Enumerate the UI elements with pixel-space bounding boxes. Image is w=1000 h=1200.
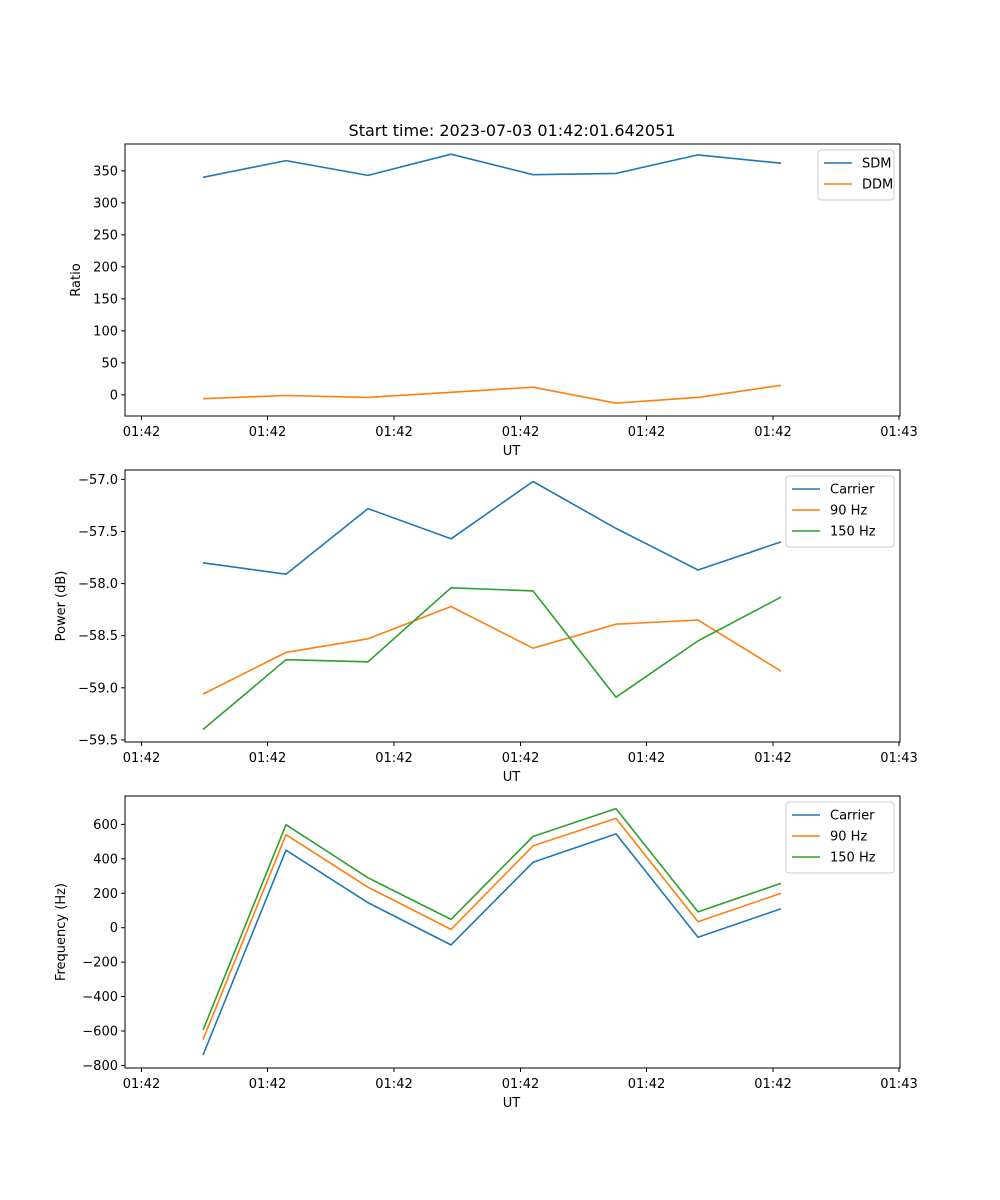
series-line-90-hz <box>202 817 782 1040</box>
y-tick-label: 0 <box>110 921 118 936</box>
y-axis-label: Frequency (Hz) <box>54 883 69 981</box>
legend-label: 90 Hz <box>830 504 867 519</box>
y-tick-label: −800 <box>82 1059 118 1074</box>
series-line-150-hz <box>202 586 782 731</box>
series-line-90-hz <box>202 605 782 695</box>
y-tick-label: 50 <box>101 356 118 371</box>
y-tick-label: −57.0 <box>78 473 118 488</box>
y-tick-label: −59.0 <box>78 681 118 696</box>
y-tick-label: 100 <box>93 324 118 339</box>
y-tick-label: 150 <box>93 292 118 307</box>
series-line-sdm <box>202 153 782 179</box>
y-tick-label: −57.5 <box>78 525 118 540</box>
x-tick-label: 01:42 <box>754 751 791 766</box>
legend-label: Carrier <box>830 809 875 824</box>
subplot-3: 01:42 01:42 01:42 01:42 01:42 01:42 01:43 −800 −… <box>54 795 918 1111</box>
x-tick-label: 01:42 <box>502 751 539 766</box>
series-line-150-hz <box>202 807 782 1031</box>
y-tick-label: 0 <box>110 388 118 403</box>
legend: Carrier 90 Hz 150 Hz <box>785 801 895 874</box>
legend-box <box>785 475 895 548</box>
x-tick-label: 01:42 <box>123 1077 160 1092</box>
axes-frame <box>124 795 901 1069</box>
x-tick-label: 01:42 <box>375 425 412 440</box>
y-axis-label: Power (dB) <box>54 571 69 642</box>
y-tick-label: −600 <box>82 1024 118 1039</box>
y-tick-label: 300 <box>93 196 118 211</box>
legend: SDM DDM <box>817 149 895 201</box>
chart-title: Start time: 2023-07-03 01:42:01.642051 <box>349 121 676 140</box>
y-tick-label: −200 <box>82 956 118 971</box>
x-tick-label: 01:42 <box>502 425 539 440</box>
y-tick-label: 200 <box>93 260 118 275</box>
x-tick-label: 01:42 <box>628 425 665 440</box>
axes-frame <box>124 143 901 417</box>
x-tick-label: 01:42 <box>754 1077 791 1092</box>
x-tick-label: 01:42 <box>375 751 412 766</box>
x-axis-label: UT <box>503 1096 521 1111</box>
x-tick-label: 01:42 <box>123 751 160 766</box>
legend-box <box>785 801 895 874</box>
y-axis-label: Ratio <box>69 263 84 296</box>
series-line-carrier <box>202 833 782 1056</box>
subplot-2: 01:42 01:42 01:42 01:42 01:42 01:42 01:43 −59.5… <box>54 469 918 785</box>
legend-label: 90 Hz <box>830 830 867 845</box>
x-tick-label: 01:43 <box>880 425 917 440</box>
x-axis-label: UT <box>503 444 521 459</box>
legend: Carrier 90 Hz 150 Hz <box>785 475 895 548</box>
y-tick-label: 250 <box>93 228 118 243</box>
y-tick-label: 400 <box>93 852 118 867</box>
y-tick-label: −59.5 <box>78 733 118 748</box>
x-tick-label: 01:43 <box>880 1077 917 1092</box>
y-tick-label: −400 <box>82 990 118 1005</box>
series-line-carrier <box>202 480 782 576</box>
x-tick-label: 01:42 <box>249 1077 286 1092</box>
x-tick-label: 01:42 <box>123 425 160 440</box>
y-tick-label: 200 <box>93 887 118 902</box>
legend-label: SDM <box>862 157 891 172</box>
y-tick-label: 350 <box>93 164 118 179</box>
y-tick-label: −58.0 <box>78 577 118 592</box>
legend-label: DDM <box>862 178 893 193</box>
x-tick-label: 01:42 <box>249 751 286 766</box>
x-tick-label: 01:42 <box>754 425 791 440</box>
series-line-ddm <box>202 384 782 405</box>
x-tick-label: 01:42 <box>628 1077 665 1092</box>
x-tick-label: 01:42 <box>502 1077 539 1092</box>
legend-label: 150 Hz <box>830 525 876 540</box>
x-tick-label: 01:43 <box>880 751 917 766</box>
x-tick-label: 01:42 <box>249 425 286 440</box>
y-tick-label: 600 <box>93 818 118 833</box>
legend-label: Carrier <box>830 483 875 498</box>
x-tick-label: 01:42 <box>628 751 665 766</box>
x-tick-label: 01:42 <box>375 1077 412 1092</box>
axes-frame <box>124 469 901 743</box>
legend-label: 150 Hz <box>830 851 876 866</box>
subplot-1: 01:42 01:42 01:42 01:42 01:42 01:42 01:43 0 50 10… <box>69 121 918 459</box>
y-tick-label: −58.5 <box>78 629 118 644</box>
x-axis-label: UT <box>503 770 521 785</box>
